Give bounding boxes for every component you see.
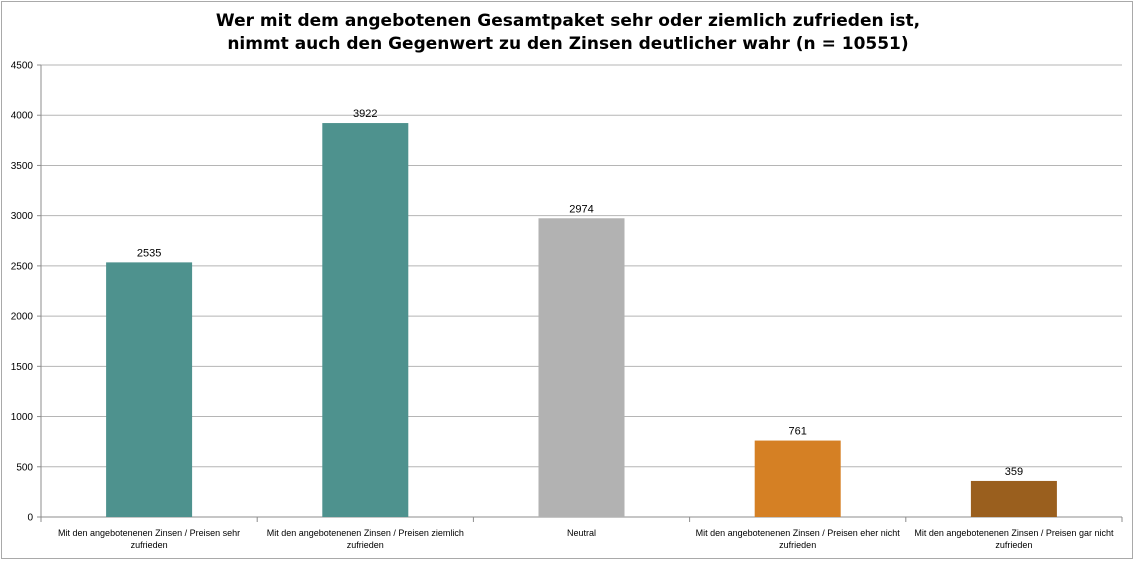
y-tick-label: 3500 [11, 161, 34, 172]
bar [538, 218, 625, 517]
x-tick-label: Neutral [567, 528, 596, 538]
x-tick-label: Mit den angebotenenen Zinsen / Preisen s… [58, 528, 240, 538]
x-tick-label: zufrieden [347, 540, 384, 550]
y-tick-label: 500 [16, 462, 33, 473]
data-label: 2535 [137, 247, 161, 259]
data-label: 2974 [569, 203, 593, 215]
x-tick-label: Mit den angebotenenen Zinsen / Preisen z… [267, 528, 464, 538]
chart-title: Wer mit dem angebotenen Gesamtpaket sehr… [2, 10, 1134, 56]
bar [970, 480, 1057, 517]
x-tick-label: zufrieden [995, 540, 1032, 550]
data-label: 359 [1005, 466, 1023, 478]
data-label: 761 [789, 426, 807, 438]
bar [106, 262, 193, 517]
y-tick-label: 0 [27, 513, 33, 524]
chart-title-line-1: Wer mit dem angebotenen Gesamtpaket sehr… [215, 11, 921, 31]
y-tick-label: 4000 [11, 111, 34, 122]
y-tick-label: 4500 [11, 61, 34, 72]
bar [754, 440, 841, 517]
y-tick-label: 1500 [11, 362, 34, 373]
x-tick-label: zufrieden [779, 540, 816, 550]
data-label: 3922 [353, 108, 377, 120]
chart-title-line-2: nimmt auch den Gegenwert zu den Zinsen d… [227, 34, 909, 54]
y-tick-label: 1000 [11, 412, 34, 423]
y-tick-label: 2500 [11, 261, 34, 272]
y-tick-label: 3000 [11, 211, 34, 222]
x-tick-label: zufrieden [131, 540, 168, 550]
x-tick-label: Mit den angebotenenen Zinsen / Preisen g… [914, 528, 1114, 538]
x-tick-label: Mit den angebotenenen Zinsen / Preisen e… [696, 528, 901, 538]
y-tick-label: 2000 [11, 312, 34, 323]
bar [322, 123, 409, 518]
